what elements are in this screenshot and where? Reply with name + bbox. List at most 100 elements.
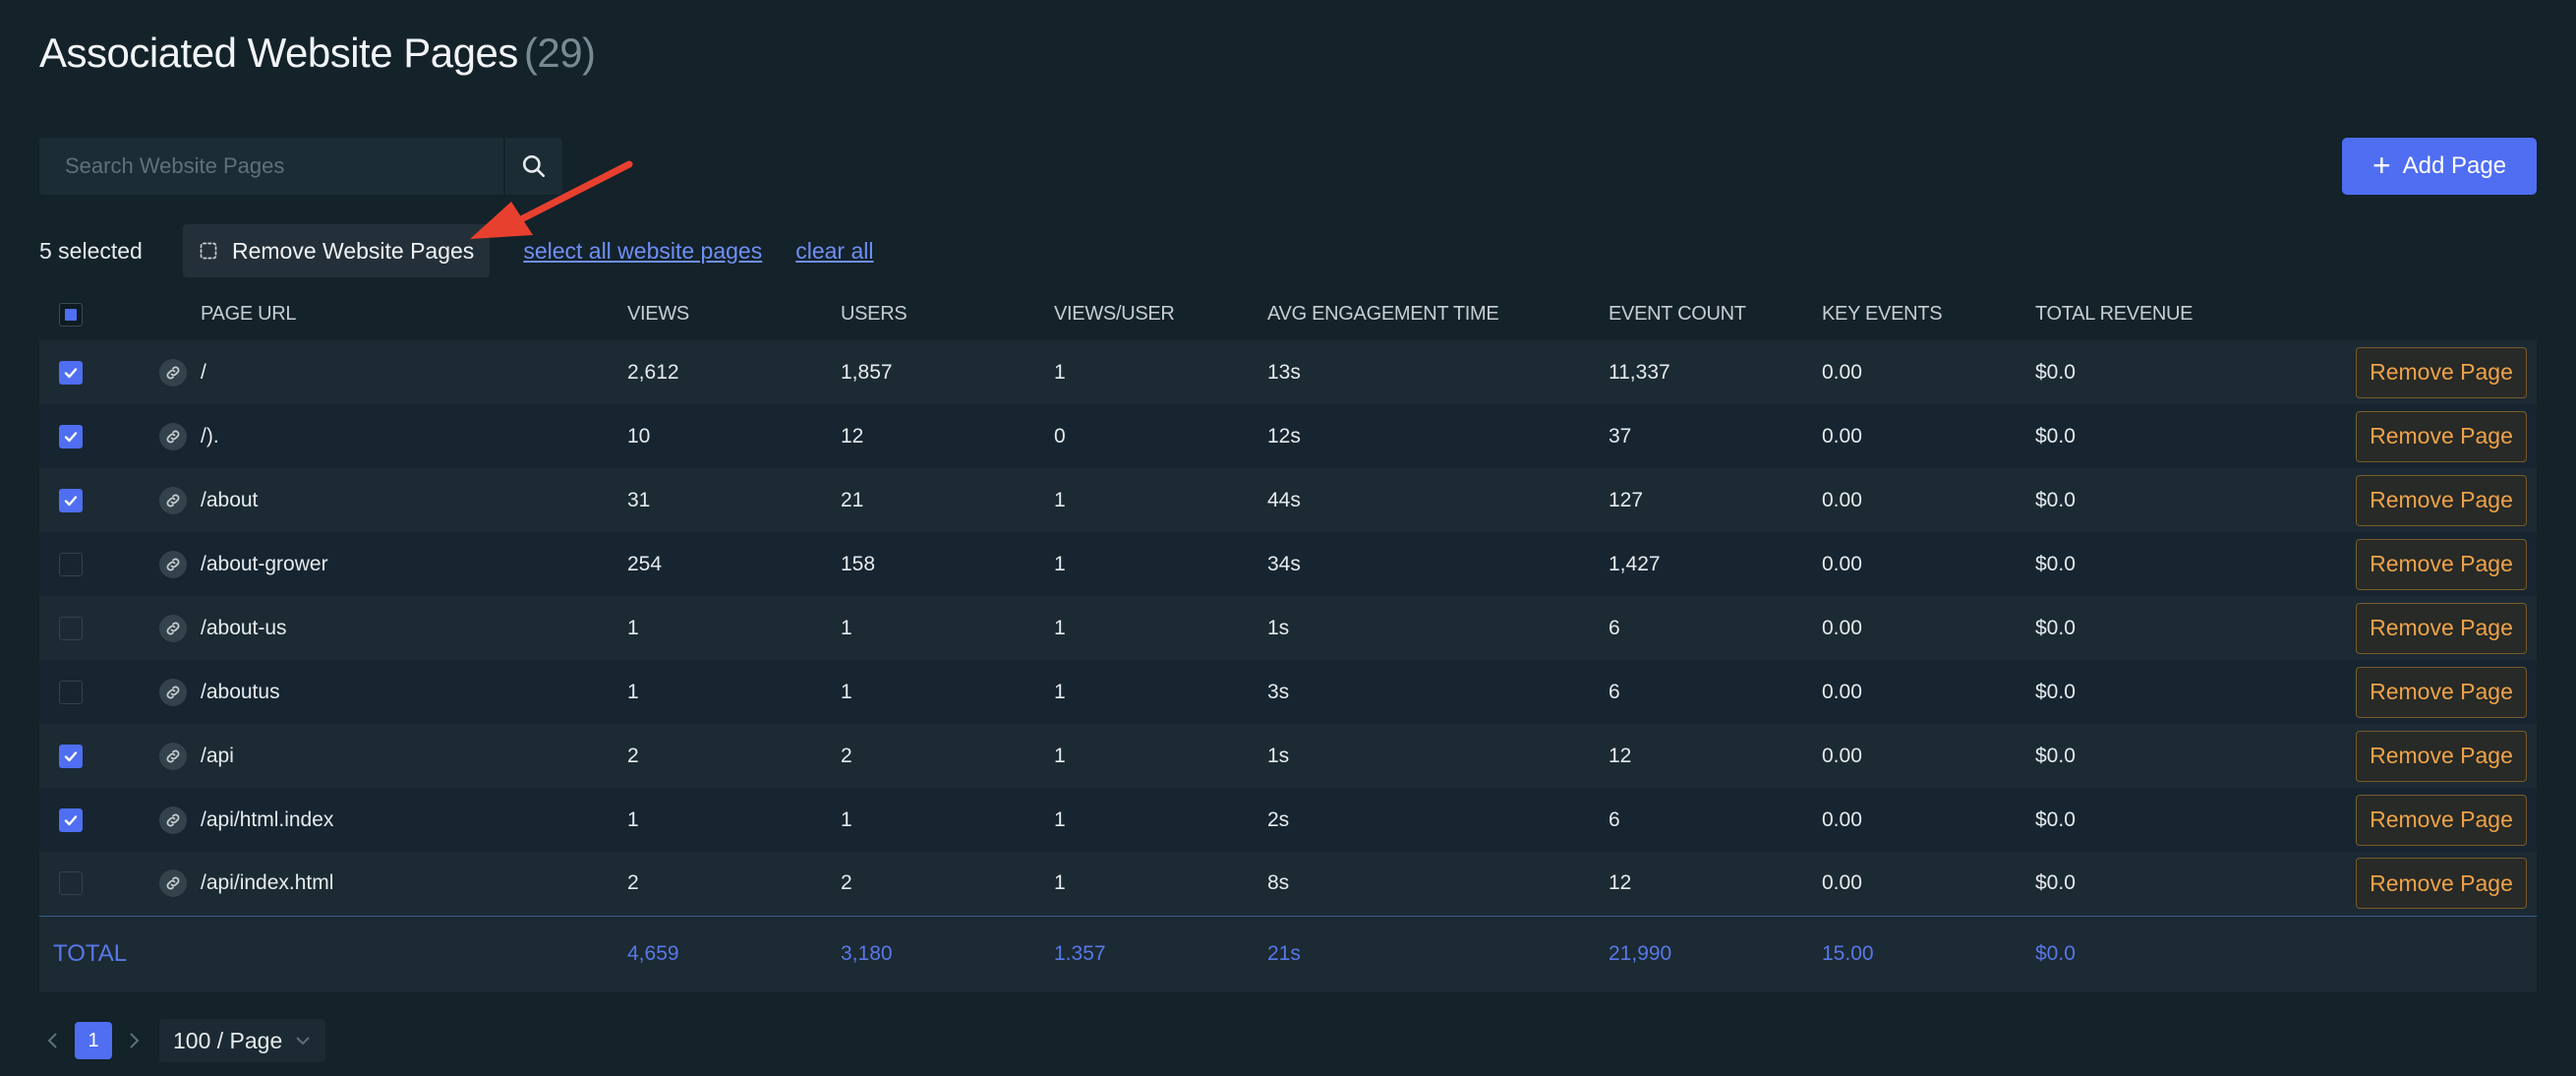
checkmark-icon bbox=[64, 367, 78, 378]
total-views-per-user: 1.357 bbox=[1054, 942, 1106, 966]
prev-page-button[interactable] bbox=[39, 1031, 67, 1050]
event-count: 37 bbox=[1609, 424, 1632, 448]
row-checkbox[interactable] bbox=[59, 424, 83, 448]
users: 21 bbox=[841, 488, 864, 511]
users: 12 bbox=[841, 424, 864, 448]
column-header[interactable]: USERS bbox=[841, 303, 907, 325]
page-count: (29) bbox=[523, 30, 596, 76]
avg-engagement-time: 34s bbox=[1267, 552, 1301, 575]
link-icon-badge bbox=[159, 614, 187, 642]
remove-page-button[interactable]: Remove Page bbox=[2356, 474, 2527, 526]
views-per-user: 0 bbox=[1054, 424, 1066, 448]
key-events: 0.00 bbox=[1822, 807, 1862, 831]
remove-page-button[interactable]: Remove Page bbox=[2356, 602, 2527, 654]
column-header[interactable]: AVG ENGAGEMENT TIME bbox=[1267, 303, 1499, 325]
total-revenue: $0.0 bbox=[2035, 616, 2076, 639]
total-revenue: $0.0 bbox=[2035, 871, 2076, 895]
column-header[interactable]: PAGE URL bbox=[201, 303, 297, 325]
link-icon-badge bbox=[159, 678, 187, 706]
row-checkbox[interactable] bbox=[59, 552, 83, 576]
users: 2 bbox=[841, 744, 852, 767]
search-input[interactable] bbox=[39, 138, 503, 195]
users: 1,857 bbox=[841, 360, 893, 384]
totals-row: TOTAL 4,659 3,180 1.357 21s 21,990 15.00… bbox=[39, 916, 2537, 992]
page-url: /api/html.index bbox=[201, 807, 334, 831]
plus-icon: + bbox=[2371, 147, 2391, 183]
avg-engagement-time: 2s bbox=[1267, 807, 1290, 831]
checkmark-icon bbox=[64, 750, 78, 761]
selection-bar: 5 selected Remove Website Pages select a… bbox=[39, 224, 874, 277]
remove-page-button[interactable]: Remove Page bbox=[2356, 858, 2527, 910]
table-row: /about-grower 254 158 1 34s 1,427 0.00 $0.0 Remo… bbox=[39, 532, 2537, 596]
event-count: 11,337 bbox=[1609, 360, 1670, 384]
key-events: 0.00 bbox=[1822, 552, 1862, 575]
remove-page-button[interactable]: Remove Page bbox=[2356, 346, 2527, 398]
link-icon-badge bbox=[159, 742, 187, 770]
link-icon bbox=[166, 749, 180, 762]
total-revenue: $0.0 bbox=[2035, 807, 2076, 831]
page-url: /about-grower bbox=[201, 552, 328, 575]
total-revenue: $0.0 bbox=[2035, 744, 2076, 767]
avg-engagement-time: 1s bbox=[1267, 616, 1290, 639]
clear-all-link[interactable]: clear all bbox=[795, 237, 874, 264]
page-url: / bbox=[201, 360, 206, 384]
remove-website-pages-label: Remove Website Pages bbox=[232, 237, 475, 264]
pagination: 1 100 / Page bbox=[39, 1019, 326, 1062]
page-url: /api/index.html bbox=[201, 871, 334, 895]
row-checkbox[interactable] bbox=[59, 744, 83, 768]
column-header[interactable]: KEY EVENTS bbox=[1822, 303, 1943, 325]
link-icon-badge bbox=[159, 358, 187, 387]
event-count: 6 bbox=[1609, 680, 1620, 703]
row-checkbox[interactable] bbox=[59, 360, 83, 385]
select-all-link[interactable]: select all website pages bbox=[523, 237, 763, 264]
key-events: 0.00 bbox=[1822, 488, 1862, 511]
remove-page-button[interactable]: Remove Page bbox=[2356, 794, 2527, 846]
users: 1 bbox=[841, 680, 852, 703]
link-icon-badge bbox=[159, 869, 187, 898]
link-icon bbox=[166, 494, 180, 507]
column-header[interactable]: VIEWS/USER bbox=[1054, 303, 1175, 325]
page-size-select[interactable]: 100 / Page bbox=[159, 1019, 326, 1062]
event-count: 6 bbox=[1609, 616, 1620, 639]
row-checkbox[interactable] bbox=[59, 488, 83, 512]
page-url: /aboutus bbox=[201, 680, 280, 703]
link-icon bbox=[166, 686, 180, 698]
views: 254 bbox=[627, 552, 663, 575]
table-row: /api/html.index 1 1 1 2s 6 0.00 $0.0 Remove Page bbox=[39, 788, 2537, 852]
total-key-events: 15.00 bbox=[1822, 942, 1874, 966]
row-checkbox[interactable] bbox=[59, 807, 83, 832]
table-row: /about 31 21 1 44s 127 0.00 $0.0 Remove Page bbox=[39, 468, 2537, 532]
page-size-value: 100 / Page bbox=[173, 1027, 283, 1053]
total-revenue: $0.0 bbox=[2035, 552, 2076, 575]
search-button[interactable] bbox=[503, 138, 562, 195]
event-count: 12 bbox=[1609, 744, 1632, 767]
views-per-user: 1 bbox=[1054, 744, 1066, 767]
column-header[interactable]: VIEWS bbox=[627, 303, 689, 325]
next-page-button[interactable] bbox=[120, 1031, 147, 1050]
page-number-current[interactable]: 1 bbox=[75, 1022, 112, 1059]
views-per-user: 1 bbox=[1054, 488, 1066, 511]
remove-page-button[interactable]: Remove Page bbox=[2356, 730, 2527, 782]
page-url: /about-us bbox=[201, 616, 287, 639]
avg-engagement-time: 1s bbox=[1267, 744, 1290, 767]
remove-website-pages-button[interactable]: Remove Website Pages bbox=[183, 224, 491, 277]
remove-page-button[interactable]: Remove Page bbox=[2356, 538, 2527, 590]
views-per-user: 1 bbox=[1054, 807, 1066, 831]
avg-engagement-time: 8s bbox=[1267, 871, 1290, 895]
users: 1 bbox=[841, 807, 852, 831]
row-checkbox[interactable] bbox=[59, 680, 83, 704]
column-header[interactable]: EVENT COUNT bbox=[1609, 303, 1746, 325]
remove-page-button[interactable]: Remove Page bbox=[2356, 410, 2527, 462]
page-url: /api bbox=[201, 744, 234, 767]
views: 1 bbox=[627, 616, 639, 639]
link-icon-badge bbox=[159, 422, 187, 450]
row-checkbox[interactable] bbox=[59, 616, 83, 640]
add-page-button[interactable]: + Add Page bbox=[2342, 138, 2537, 195]
select-all-checkbox[interactable] bbox=[59, 302, 83, 327]
row-checkbox[interactable] bbox=[59, 871, 83, 896]
column-header[interactable]: TOTAL REVENUE bbox=[2035, 303, 2194, 325]
avg-engagement-time: 12s bbox=[1267, 424, 1301, 448]
checkmark-icon bbox=[64, 495, 78, 506]
remove-page-button[interactable]: Remove Page bbox=[2356, 666, 2527, 718]
views: 10 bbox=[627, 424, 651, 448]
